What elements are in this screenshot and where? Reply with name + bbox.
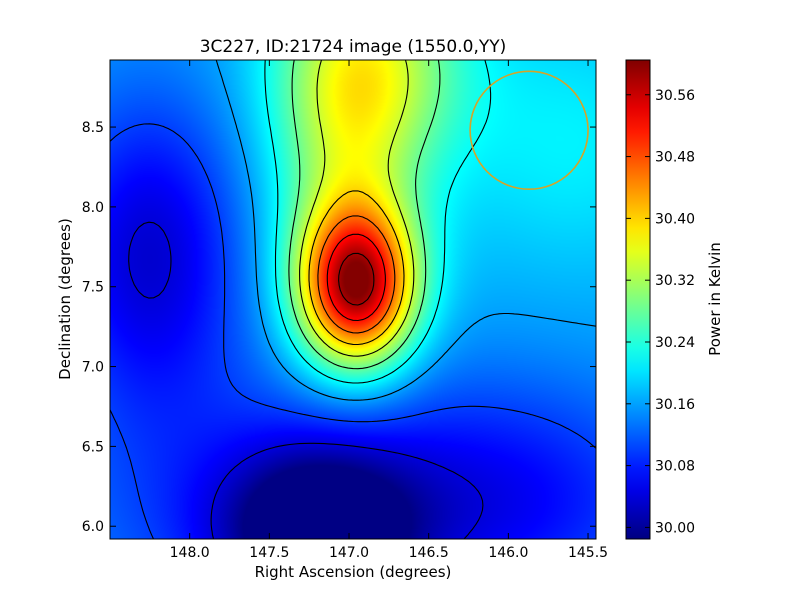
plot-frame [109,59,597,540]
chart-title: 3C227, ID:21724 image (1550.0,YY) [200,37,507,57]
y-tick-label: 7.5 [82,280,104,296]
x-axis-label: Right Ascension (degrees) [255,563,452,581]
colorbar-frame [625,59,651,540]
x-tick-label: 146.5 [409,545,449,561]
contour-level-0 [128,221,484,539]
colorbar-tick-label: 30.16 [655,397,695,413]
contour-level-5 [299,60,415,357]
heatmap-image [110,60,596,539]
x-tick-label: 147.5 [249,545,289,561]
colorbar: 30.00 30.08 30.16 30.24 30.32 30.40 30.48 30.56 [625,59,695,540]
x-axis: 148.0 147.5 147.0 146.5 146.0 145.5 [170,60,608,561]
plot-area [109,59,597,540]
y-tick-label: 6.5 [82,439,104,455]
colorbar-tick-label: 30.00 [655,520,695,536]
contour-level-6 [308,190,405,346]
colorbar-tick-label: 30.40 [655,211,695,227]
contour-lines [110,60,596,539]
y-axis: 6.0 6.5 7.0 7.5 8.0 8.5 [82,120,596,535]
colorbar-tick-label: 30.32 [655,273,695,289]
y-tick-label: 8.5 [82,120,104,136]
x-tick-label: 145.5 [568,545,608,561]
colorbar-tick-label: 30.24 [655,335,695,351]
colorbar-tick-label: 30.48 [655,150,695,166]
colorbar-tick-label: 30.56 [655,88,695,104]
contour-level-4 [288,60,441,370]
colorbar-gradient [626,60,650,539]
contour-level-3 [264,60,492,384]
y-tick-label: 8.0 [82,200,104,216]
x-tick-label: 148.0 [170,545,210,561]
y-tick-label: 6.0 [82,519,104,535]
beam-circle [469,70,589,191]
contour-level-8 [326,233,386,322]
contour-level-2 [215,60,596,401]
x-tick-label: 146.0 [488,545,528,561]
y-axis-label: Declination (degrees) [56,218,74,380]
y-tick-label: 7.0 [82,360,104,376]
contour-level-7 [317,215,396,334]
x-tick-label: 147.0 [329,545,369,561]
colorbar-tick-label: 30.08 [655,459,695,475]
colorbar-label: Power in Kelvin [706,242,724,356]
contour-level-9 [338,252,375,306]
colorbar-ticks: 30.00 30.08 30.16 30.24 30.32 30.40 30.48 30.56 [626,88,695,536]
